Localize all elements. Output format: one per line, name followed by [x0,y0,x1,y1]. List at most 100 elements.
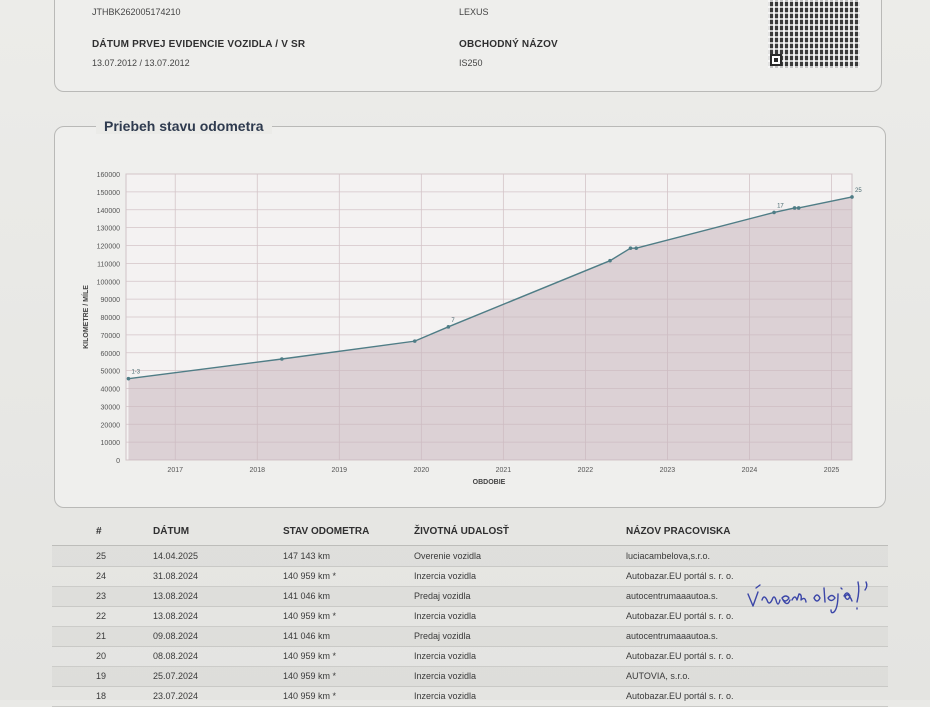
qr-finder-pattern [770,54,782,66]
cell-odometer: 140 959 km * [283,571,337,581]
y-tick-label: 0 [116,458,120,465]
table-row: 23 13.08.2024 141 046 km Predaj vozidla auto… [52,586,888,607]
first-registration-value: 13.07.2012 / 13.07.2012 [92,58,190,68]
odometer-point [772,210,776,215]
y-tick-label: 110000 [97,261,120,268]
cell-date: 25.07.2024 [153,671,199,681]
y-tick-label: 90000 [101,297,121,304]
odometer-point [796,206,801,210]
odometer-point [608,258,612,263]
x-tick-label: 2017 [167,467,183,474]
table-row: 18 23.07.2024 140 959 km * Inzercia vozidla… [52,686,888,707]
x-tick-label: 2025 [824,467,840,474]
cell-date: 13.08.2024 [153,591,199,601]
y-tick-label: 20000 [101,422,121,429]
cell-date: 14.04.2025 [153,551,199,561]
cell-odometer: 141 046 km [283,631,331,641]
cell-event: Inzercia vozidla [414,651,477,661]
chart-svg: 0 10000 20000 30000 40000 50000 60000 70000 8000… [81,172,862,486]
cell-date: 09.08.2024 [153,631,199,641]
table-row: 19 25.07.2024 140 959 km * Inzercia vozidla… [52,666,888,687]
cell-workplace: autocentrumaaautoa.s. [626,591,719,601]
cell-event: Inzercia vozidla [414,691,477,701]
odometer-chart: 0 10000 20000 30000 40000 50000 60000 70000 8000… [72,160,872,490]
cell-event: Inzercia vozidla [414,671,477,681]
cell-number: 22 [96,611,107,621]
cell-event: Predaj vozidla [414,591,471,601]
brand-value: LEXUS [459,7,489,17]
table-row: 22 13.08.2024 140 959 km * Inzercia vozidla… [52,606,888,627]
point-label: 25 [855,188,862,194]
cell-workplace: autocentrumaaautoa.s. [626,631,719,641]
y-tick-label: 80000 [101,315,121,322]
cell-odometer: 141 046 km [283,591,331,601]
y-tick-label: 120000 [97,244,120,251]
cell-number: 18 [96,691,107,701]
x-tick-label: 2023 [660,467,676,474]
y-tick-label: 30000 [101,404,121,411]
trade-name-label: OBCHODNÝ NÁZOV [459,39,558,50]
point-label: 1-3 [131,370,140,376]
vehicle-info-card [54,0,882,92]
cell-odometer: 140 959 km * [283,671,337,681]
cell-workplace: Autobazar.EU portál s. r. o. [626,611,734,621]
table-header-event: ŽIVOTNÁ UDALOSŤ [414,526,509,537]
point-label: 7 [451,318,455,324]
y-tick-label: 100000 [97,279,120,286]
odometer-point [634,246,639,250]
table-row: 24 31.08.2024 140 959 km * Inzercia vozidla… [52,566,888,587]
cell-date: 31.08.2024 [153,571,199,581]
cell-event: Overenie vozidla [414,551,482,561]
cell-event: Predaj vozidla [414,631,471,641]
cell-event: Inzercia vozidla [414,571,477,581]
vin-value: JTHBK262005174210 [92,7,181,17]
cell-odometer: 140 959 km * [283,651,337,661]
x-tick-label: 2019 [331,467,347,474]
cell-workplace: AUTOVIA, s.r.o. [626,671,690,681]
y-tick-label: 40000 [101,387,121,394]
x-tick-label: 2021 [496,467,512,474]
handwritten-note [746,580,886,620]
y-axis-title: KILOMETRE / MÍLE [81,285,90,349]
cell-number: 25 [96,551,107,561]
cell-odometer: 140 959 km * [283,691,337,701]
odometer-area [128,196,853,461]
odometer-point [792,206,797,210]
y-tick-label: 10000 [101,440,121,447]
cell-date: 08.08.2024 [153,651,199,661]
odometer-point [628,246,633,250]
x-tick-label: 2022 [578,467,594,474]
cell-date: 13.08.2024 [153,611,199,621]
handwritten-note-drawing [747,581,868,614]
y-tick-label: 60000 [101,351,121,358]
cell-workplace: Autobazar.EU portál s. r. o. [626,651,734,661]
cell-workplace: Autobazar.EU portál s. r. o. [626,571,734,581]
y-tick-label: 130000 [97,226,120,233]
cell-odometer: 140 959 km * [283,611,337,621]
y-tick-label: 150000 [97,190,120,197]
table-row: 25 14.04.2025 147 143 km Overenie vozidla lu… [52,546,888,567]
cell-event: Inzercia vozidla [414,611,477,621]
table-row: 21 09.08.2024 141 046 km Predaj vozidla auto… [52,626,888,647]
x-tick-label: 2024 [742,467,758,474]
qr-code-icon [768,0,860,68]
chart-title: Priebeh stavu odometra [96,118,272,134]
x-axis-title: OBDOBIE [473,479,506,486]
trade-name-value: IS250 [459,58,483,68]
table-header-divider [52,545,888,546]
odometer-point [280,357,284,361]
point-label: 17 [777,203,784,209]
cell-date: 23.07.2024 [153,691,199,701]
table-row: 20 08.08.2024 140 959 km * Inzercia vozidla… [52,646,888,667]
table-header-odometer: STAV ODOMETRA [283,526,370,537]
cell-number: 23 [96,591,107,601]
y-tick-label: 50000 [101,369,121,376]
cell-workplace: luciacambelova,s.r.o. [626,551,711,561]
cell-number: 21 [96,631,107,641]
table-header-workplace: NÁZOV PRACOVISKA [626,526,731,537]
y-tick-label: 160000 [97,172,120,179]
odometer-point [850,195,854,199]
x-tick-label: 2020 [414,467,430,474]
cell-odometer: 147 143 km [283,551,331,561]
